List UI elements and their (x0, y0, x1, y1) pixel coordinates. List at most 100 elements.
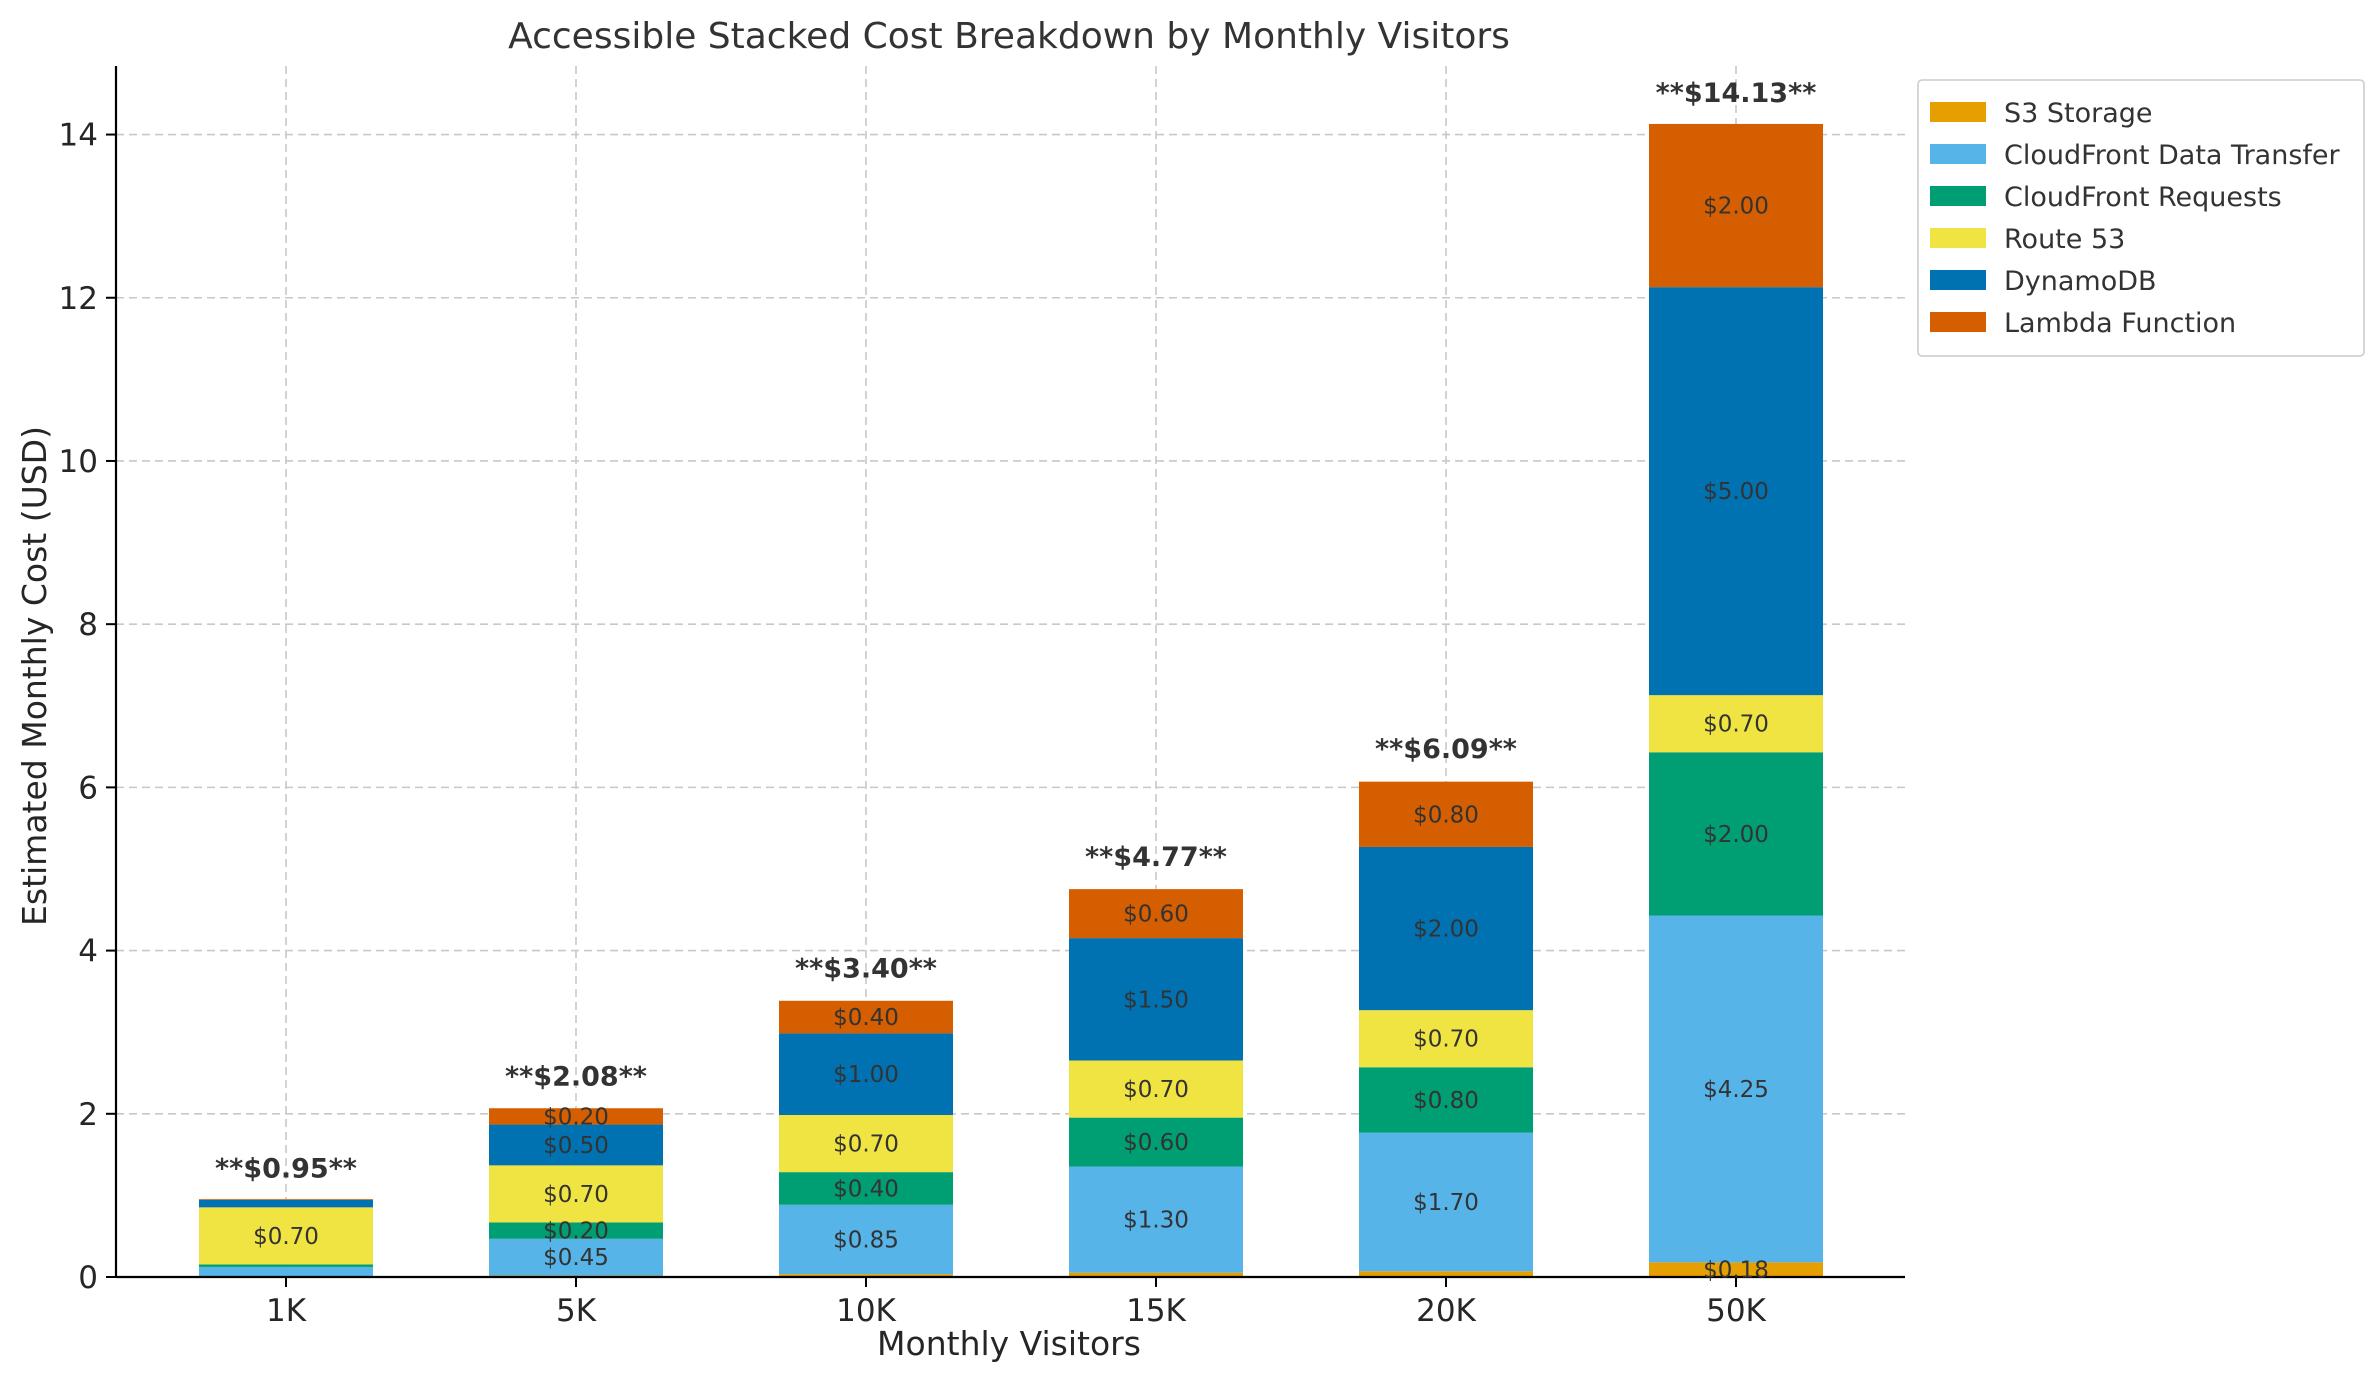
bar-segment (1649, 752, 1823, 916)
bar-segment (489, 1124, 663, 1166)
x-tick-label: 5K (556, 1293, 597, 1329)
segment-value-label: $5.00 (1703, 479, 1769, 505)
legend-swatch (1930, 312, 1986, 332)
legend-entry: S3 Storage (2004, 98, 2153, 129)
legend-swatch (1930, 102, 1986, 122)
segment-value-label: $0.70 (833, 1132, 899, 1158)
segment-value-label: $0.60 (1123, 902, 1189, 928)
total-value-label: **$3.40** (795, 954, 937, 985)
y-tick-label: 12 (59, 281, 98, 317)
segment-value-label: $0.20 (543, 1219, 609, 1245)
y-tick-label: 8 (78, 607, 98, 643)
segment-value-label: $2.00 (1413, 917, 1479, 943)
x-tick-label: 15K (1126, 1293, 1186, 1329)
bar-segment (199, 1200, 373, 1208)
y-tick-label: 10 (59, 444, 98, 480)
bar-segment (489, 1165, 663, 1223)
segment-value-label: $0.60 (1123, 1130, 1189, 1156)
segment-value-label: $0.40 (833, 1005, 899, 1031)
bar-segment (489, 1108, 663, 1125)
bar-segment (199, 1266, 373, 1277)
bar-segment (1359, 1067, 1533, 1133)
y-tick-label: 6 (78, 770, 98, 806)
bar-segment (489, 1238, 663, 1276)
legend-swatch (1930, 228, 1986, 248)
segment-value-label: $0.20 (543, 1104, 609, 1130)
x-tick-label: 50K (1706, 1293, 1766, 1329)
grid-layer (116, 66, 1905, 1278)
legend-swatch (1930, 186, 1986, 206)
bar-segment (199, 1264, 373, 1267)
segment-value-label: $0.70 (543, 1182, 609, 1208)
total-value-label: **$2.08** (505, 1061, 647, 1092)
y-tick-label: 2 (78, 1097, 98, 1133)
bar-segment (1649, 695, 1823, 753)
bar-segment (1359, 846, 1533, 1011)
segment-value-label: $0.80 (1413, 802, 1479, 828)
bar-segment (1649, 287, 1823, 696)
segment-value-label: $2.00 (1703, 822, 1769, 848)
labels-layer: $0.18 $0.45 $0.85 $1.30 $1.70 $4.25 $0.20 $0.40… (215, 78, 1816, 1284)
bar-segment (1069, 889, 1243, 939)
bar-segment (779, 1115, 953, 1173)
legend-frame (1917, 79, 2365, 357)
x-tick-label: 10K (836, 1293, 896, 1329)
x-axis-label: Monthly Visitors (877, 1324, 1141, 1363)
bar-segment (1069, 938, 1243, 1061)
y-tick-label: 14 (59, 118, 98, 154)
segment-value-label: $0.18 (1703, 1258, 1769, 1284)
bar-segment (1069, 1166, 1243, 1273)
segment-value-label: $1.30 (1123, 1208, 1189, 1234)
bar-segment (199, 1207, 373, 1265)
bar-segment (199, 1199, 373, 1201)
segment-value-label: $0.70 (1703, 712, 1769, 738)
segment-value-label: $0.70 (1123, 1077, 1189, 1103)
segment-value-label: $0.70 (253, 1224, 319, 1250)
bar-segment (779, 1033, 953, 1116)
axes-layer: 0 2 4 6 8 10 12 14 1K 5K 10K 15K 20K 50K (59, 66, 1905, 1329)
legend-entry: DynamoDB (2004, 266, 2157, 297)
bar-segment (1649, 123, 1823, 288)
total-value-label: **$0.95** (215, 1153, 357, 1184)
segment-value-label: $0.45 (543, 1245, 609, 1271)
segment-value-label: $0.40 (833, 1176, 899, 1202)
bar-segment (779, 1172, 953, 1205)
segment-value-label: $1.00 (833, 1062, 899, 1088)
legend-swatch (1930, 144, 1986, 164)
total-value-label: **$14.13** (1656, 78, 1817, 109)
bar-segment (1359, 1010, 1533, 1068)
bar-segment (779, 1204, 953, 1275)
segment-value-label: $0.85 (833, 1227, 899, 1253)
bar-segment (1359, 1132, 1533, 1272)
chart-title: Accessible Stacked Cost Breakdown by Mon… (508, 16, 1510, 57)
bar-segment (1069, 1117, 1243, 1167)
legend-entry: Route 53 (2004, 224, 2125, 255)
legend-entry: CloudFront Data Transfer (2004, 140, 2341, 171)
y-tick-label: 4 (78, 934, 98, 970)
y-tick-label: 0 (78, 1260, 98, 1296)
legend-entry: Lambda Function (2004, 308, 2236, 339)
legend-swatch (1930, 270, 1986, 290)
y-axis-label: Estimated Monthly Cost (USD) (15, 426, 54, 926)
bar-segment (779, 1000, 953, 1034)
segment-value-label: $0.70 (1413, 1027, 1479, 1053)
total-value-label: **$4.77** (1085, 842, 1227, 873)
bar-segment (779, 1274, 953, 1277)
bars-layer (199, 123, 1823, 1277)
segment-value-label: $0.50 (543, 1133, 609, 1159)
segment-value-label: $1.70 (1413, 1190, 1479, 1216)
bar-segment (1069, 1060, 1243, 1118)
segment-value-label: $2.00 (1703, 194, 1769, 220)
x-tick-label: 20K (1416, 1293, 1476, 1329)
legend: S3 Storage CloudFront Data Transfer CloudF… (1917, 79, 2365, 357)
total-value-label: **$6.09** (1375, 734, 1517, 765)
bar-segment (1359, 1271, 1533, 1277)
bar-segment (489, 1222, 663, 1239)
x-tick-label: 1K (266, 1293, 307, 1329)
bar-segment (1649, 1262, 1823, 1277)
legend-entry: CloudFront Requests (2004, 182, 2282, 213)
segment-value-label: $1.50 (1123, 987, 1189, 1013)
bar-segment (1649, 915, 1823, 1263)
